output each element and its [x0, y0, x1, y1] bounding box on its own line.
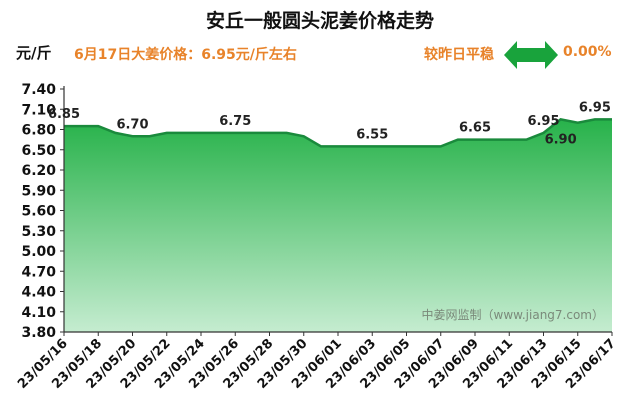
- watermark-text: 中姜网监制（www.jiang7.com）: [422, 307, 604, 322]
- data-label: 6.85: [48, 107, 80, 122]
- data-label: 6.95: [579, 100, 611, 115]
- data-label: 6.70: [116, 117, 148, 132]
- data-label: 6.95: [527, 114, 559, 129]
- y-tick-label: 6.50: [21, 143, 56, 159]
- double-arrow-icon: [504, 41, 558, 69]
- y-tick-label: 6.80: [21, 123, 56, 139]
- y-tick-label: 7.40: [21, 82, 56, 98]
- y-tick-label: 5.00: [21, 244, 56, 260]
- change-percent: 0.00%: [563, 44, 612, 60]
- data-label: 6.55: [356, 127, 388, 142]
- y-tick-label: 5.90: [21, 183, 56, 199]
- series-line: [64, 118, 612, 148]
- compare-label: 较昨日平稳: [424, 47, 494, 63]
- y-tick-label: 6.20: [21, 163, 56, 179]
- data-label: 6.90: [545, 132, 577, 147]
- data-label: 6.65: [459, 121, 491, 136]
- y-tick-label: 5.30: [21, 224, 56, 240]
- unit-label: 元/斤: [16, 44, 52, 62]
- y-tick-label: 5.60: [21, 204, 56, 220]
- y-tick-label: 7.10: [21, 102, 56, 118]
- y-tick-label: 4.70: [21, 264, 56, 280]
- price-note: 6月17日大姜价格：6.95元/斤左右: [74, 47, 297, 63]
- data-label: 6.75: [219, 114, 251, 129]
- y-tick-label: 4.40: [21, 285, 56, 301]
- y-tick-label: 4.10: [21, 305, 56, 321]
- chart-title: 安丘一般圆头泥姜价格走势: [205, 10, 434, 32]
- area-fill: [64, 119, 612, 332]
- y-tick-label: 3.80: [21, 325, 56, 341]
